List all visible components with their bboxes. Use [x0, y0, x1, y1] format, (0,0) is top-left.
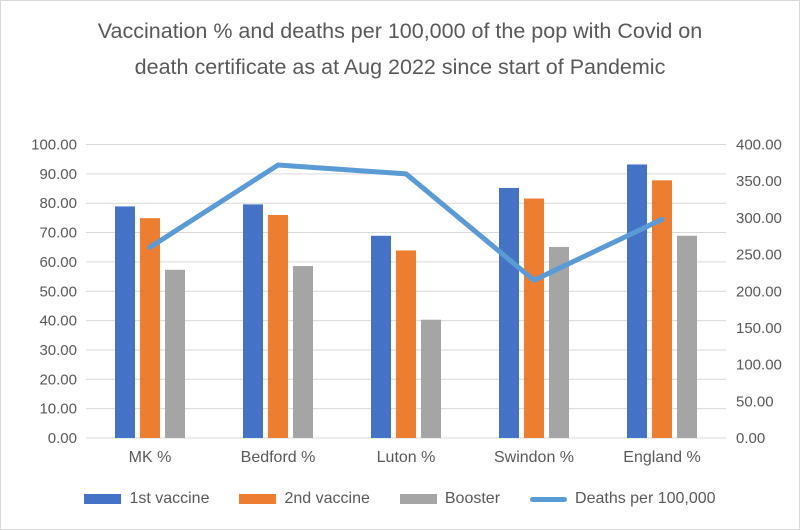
legend-item-2nd-vaccine: 2nd vaccine: [239, 490, 370, 508]
bar-1st-vaccine-england: [627, 164, 647, 438]
chart-title: Vaccination % and deaths per 100,000 of …: [97, 19, 703, 79]
legend-swatch-booster-icon: [399, 494, 437, 504]
right-axis-tick: 300.00: [736, 210, 782, 227]
left-axis-tick: 30.00: [39, 342, 77, 359]
bar-booster-luton: [421, 319, 441, 438]
bar-1st-vaccine-swindon: [499, 187, 519, 438]
bar-2nd-vaccine-swindon: [524, 198, 544, 438]
left-axis-tick: 70.00: [39, 225, 77, 242]
legend-item-booster: Booster: [399, 490, 501, 508]
left-axis-tick: 10.00: [39, 401, 77, 418]
bar-1st-vaccine-mk: [115, 206, 135, 438]
left-axis-tick: 50.00: [39, 283, 77, 300]
right-axis-tick: 200.00: [736, 283, 782, 300]
left-axis-tick: 60.00: [39, 254, 77, 271]
bar-booster-mk: [165, 269, 185, 438]
right-axis-tick: 50.00: [736, 393, 774, 410]
right-axis-tick: 100.00: [736, 357, 782, 374]
bar-2nd-vaccine-mk: [140, 218, 160, 438]
right-axis-tick: 350.00: [736, 173, 782, 190]
bar-booster-bedford: [293, 266, 313, 438]
legend-label: 1st vaccine: [129, 490, 210, 507]
legend-item-deaths-per-100-000: Deaths per 100,000: [530, 490, 716, 508]
x-axis-label: Swindon %: [494, 449, 574, 466]
chart-legend: 1st vaccine 2nd vaccine Booster Deaths per …: [1, 490, 799, 508]
left-axis-tick: 0.00: [48, 430, 77, 447]
bar-2nd-vaccine-england: [652, 180, 672, 438]
bar-2nd-vaccine-luton: [396, 250, 416, 438]
legend-swatch-deaths-per-100-000-line-icon: [530, 496, 568, 502]
bar-1st-vaccine-bedford: [243, 204, 263, 438]
right-axis-tick: 150.00: [736, 320, 782, 337]
bar-2nd-vaccine-bedford: [268, 214, 288, 438]
right-axis-tick: 400.00: [736, 137, 782, 154]
x-axis-label: Bedford %: [241, 449, 316, 466]
legend-swatch-2nd-vaccine-icon: [239, 494, 277, 504]
legend-item-1st-vaccine: 1st vaccine: [84, 490, 209, 508]
line-deaths-per-100-000: [147, 162, 665, 283]
left-axis-tick: 40.00: [39, 313, 77, 330]
right-axis-tick: 250.00: [736, 247, 782, 264]
right-axis-tick: 0.00: [736, 430, 765, 447]
legend-label: 2nd vaccine: [284, 490, 370, 507]
left-axis-tick: 90.00: [39, 166, 77, 183]
left-axis-tick: 80.00: [39, 195, 77, 212]
bar-1st-vaccine-luton: [371, 235, 391, 438]
legend-label: Booster: [444, 490, 501, 507]
bar-booster-swindon: [549, 246, 569, 438]
x-axis-label: Luton %: [377, 449, 436, 466]
x-axis-label: England %: [623, 449, 700, 466]
bar-booster-england: [677, 235, 697, 438]
legend-swatch-1st-vaccine-icon: [84, 494, 122, 504]
left-axis-tick: 20.00: [39, 371, 77, 388]
x-axis-label: MK %: [129, 449, 172, 466]
legend-label: Deaths per 100,000: [575, 490, 716, 507]
left-axis-tick: 100.00: [31, 137, 77, 154]
